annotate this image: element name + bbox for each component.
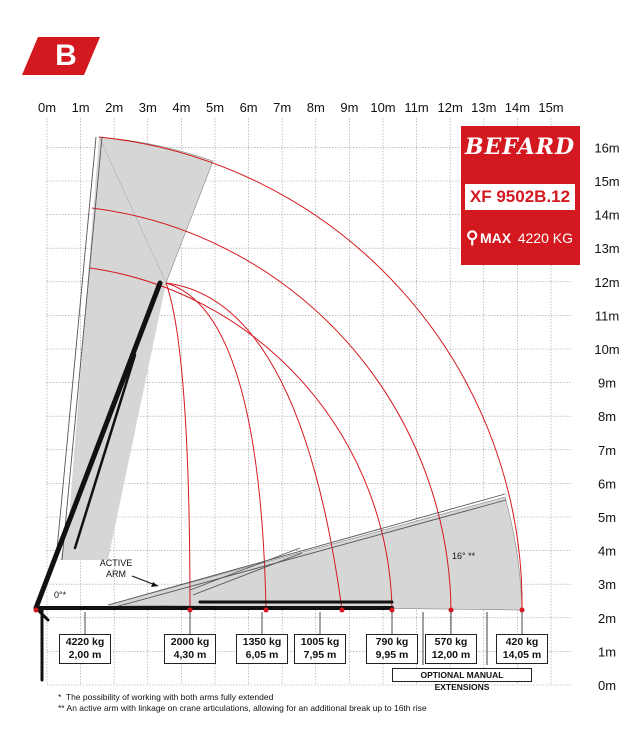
upper-boom-fill	[60, 137, 166, 560]
brand-logo: BEFARD	[464, 134, 576, 160]
load-kg: 2000 kg	[170, 636, 210, 648]
y-tick-label: 15m	[594, 174, 619, 189]
arc-5	[165, 282, 267, 611]
footnote-2: ** An active arm with linkage on crane a…	[58, 703, 427, 713]
boom-main	[33, 280, 394, 682]
y-tick-label: 1m	[598, 644, 616, 659]
load-box: 570 kg 12,00 m	[425, 634, 477, 664]
load-box: 1005 kg 7,95 m	[294, 634, 346, 664]
y-tick-label: 12m	[594, 275, 619, 290]
max-load-row: ⚲ MAX 4220 KG	[462, 226, 578, 250]
y-tick-label: 2m	[598, 611, 616, 626]
x-tick-label: 10m	[370, 100, 395, 115]
optional-extensions-label: OPTIONAL MANUAL EXTENSIONS	[392, 668, 532, 692]
y-tick-label: 7m	[598, 443, 616, 458]
max-value: 4220 KG	[517, 230, 573, 246]
load-point	[33, 607, 39, 613]
model-box	[465, 184, 575, 210]
badge-shape	[22, 37, 100, 75]
load-box: 2000 kg 4,30 m	[164, 634, 216, 664]
y-tick-label: 0m	[598, 678, 616, 693]
x-tick-label: 13m	[471, 100, 496, 115]
load-point	[448, 607, 454, 613]
y-axis-ticks: 16m 15m 14m 13m 12m 11m 10m 9m 8m 7m 6m 5m 4m 3m 2m 1m 0…	[594, 140, 619, 693]
arc-6	[165, 282, 191, 611]
x-tick-label: 4m	[172, 100, 190, 115]
x-tick-label: 0m	[38, 100, 56, 115]
arc-2	[91, 207, 452, 611]
load-point	[519, 607, 525, 613]
load-radius: 2,00 m	[68, 649, 102, 661]
hook-icon: ⚲	[466, 228, 479, 247]
x-tick-label: 2m	[105, 100, 123, 115]
load-point-markers	[33, 607, 525, 613]
load-kg: 1350 kg	[242, 636, 282, 648]
active-arm-arrowhead	[151, 582, 158, 587]
badge-letter: B	[55, 39, 77, 72]
sixteen-angle-label: 16° **	[452, 551, 476, 561]
y-tick-label: 6m	[598, 476, 616, 491]
x-tick-label: 9m	[340, 100, 358, 115]
x-axis-ticks: 0m 1m 2m 3m 4m 5m 6m 7m 8m 9m 10m 11m 12m 13m 14m 15m	[38, 100, 564, 115]
max-label: MAX	[480, 230, 512, 246]
active-arm-label: ACTIVE ARM	[99, 558, 133, 579]
model-name: XF 9502B.12	[469, 187, 571, 206]
load-kg: 1005 kg	[300, 636, 340, 648]
y-tick-label: 10m	[594, 342, 619, 357]
x-tick-label: 3m	[139, 100, 157, 115]
load-box: 420 kg 14,05 m	[496, 634, 548, 664]
load-kg: 790 kg	[375, 636, 409, 648]
y-tick-label: 9m	[598, 376, 616, 391]
load-box: 1350 kg 6,05 m	[236, 634, 288, 664]
load-point	[339, 607, 345, 613]
load-box: 790 kg 9,95 m	[366, 634, 418, 664]
x-tick-label: 14m	[505, 100, 530, 115]
boom-outlines	[55, 136, 507, 610]
load-point	[187, 607, 193, 613]
zero-angle-label: 0°*	[54, 590, 67, 600]
y-tick-label: 8m	[598, 409, 616, 424]
x-tick-label: 15m	[538, 100, 563, 115]
load-radius: 14,05 m	[502, 649, 542, 661]
y-tick-label: 16m	[594, 140, 619, 155]
x-tick-label: 11m	[404, 100, 428, 115]
load-point	[389, 607, 395, 613]
x-tick-label: 12m	[438, 100, 463, 115]
load-radius: 7,95 m	[303, 649, 337, 661]
arc-outer	[98, 136, 523, 611]
y-tick-label: 11m	[595, 308, 619, 323]
arc-4	[165, 282, 343, 611]
x-tick-label: 7m	[273, 100, 291, 115]
x-tick-label: 6m	[240, 100, 258, 115]
load-leaders	[84, 612, 523, 634]
load-radius: 4,30 m	[173, 649, 207, 661]
y-tick-label: 14m	[594, 208, 619, 223]
load-kg: 4220 kg	[65, 636, 105, 648]
extension-arrows	[422, 612, 488, 665]
y-tick-label: 3m	[598, 577, 616, 592]
x-tick-label: 5m	[206, 100, 224, 115]
x-tick-label: 8m	[307, 100, 325, 115]
reach-arcs	[89, 136, 523, 611]
load-radius: 6,05 m	[245, 649, 279, 661]
load-kg: 420 kg	[505, 636, 539, 648]
y-tick-label: 5m	[598, 510, 616, 525]
load-box: 4220 kg 2,00 m	[59, 634, 111, 664]
y-tick-label: 13m	[594, 241, 619, 256]
load-point	[263, 607, 269, 613]
footnote-1: * The possibility of working with both a…	[58, 692, 274, 702]
load-radius: 12,00 m	[431, 649, 471, 661]
load-radius: 9,95 m	[375, 649, 409, 661]
y-tick-label: 4m	[598, 544, 616, 559]
load-kg: 570 kg	[434, 636, 468, 648]
x-tick-label: 1m	[72, 100, 90, 115]
